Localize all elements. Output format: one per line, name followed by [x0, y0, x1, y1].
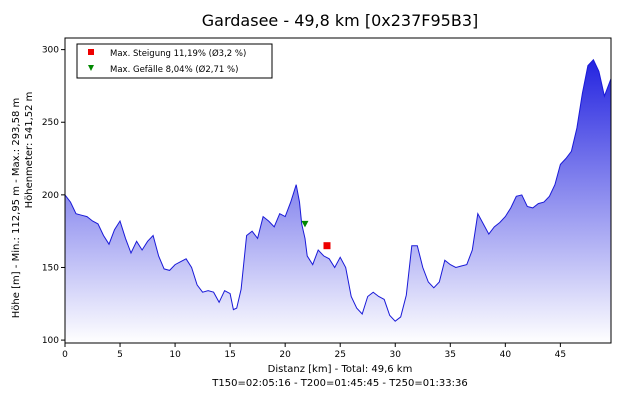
- y-tick-label: 250: [42, 118, 59, 128]
- legend-square-icon: [88, 49, 94, 55]
- x-tick-label: 10: [169, 350, 181, 360]
- legend: Max. Steigung 11,19% (Ø3,2 %) Max. Gefäl…: [76, 43, 273, 79]
- elevation-area: [65, 59, 611, 344]
- timing-subtitle: T150=02:05:16 - T200=01:45:45 - T250=01:…: [211, 378, 467, 389]
- x-tick-label: 5: [117, 350, 123, 360]
- x-tick-label: 20: [279, 350, 291, 360]
- x-tick-label: 15: [224, 350, 235, 360]
- legend-box: [76, 43, 273, 79]
- y-tick-label: 100: [42, 336, 59, 346]
- legend-item-max-climb: Max. Steigung 11,19% (Ø3,2 %): [110, 48, 246, 59]
- x-tick-label: 35: [445, 350, 456, 360]
- x-tick-label: 45: [555, 350, 566, 360]
- y-tick-label: 200: [42, 191, 59, 201]
- y-tick-label: 150: [42, 263, 59, 273]
- chart-title: Gardasee - 49,8 km [0x237F95B3]: [202, 11, 478, 30]
- y-axis-label-line1: Höhe [m] - Min.: 112,95 m - Max.: 293,58…: [11, 98, 22, 318]
- x-tick-label: 30: [390, 350, 402, 360]
- legend-item-max-descent: Max. Gefälle 8,04% (Ø2,71 %): [110, 64, 238, 75]
- max-descent-marker: [301, 220, 309, 228]
- x-axis-label: Distanz [km] - Total: 49,6 km: [268, 364, 413, 375]
- x-tick-label: 40: [500, 350, 512, 360]
- plot-frame: [64, 37, 612, 344]
- x-tick-label: 25: [334, 350, 345, 360]
- axis-ticks: 0 5 10 15 20 25 30 35 40 45 100 150 200 250 300: [42, 46, 566, 360]
- plot-area: 0 5 10 15 20 25 30 35 40 45 100 150 200 250 300: [42, 37, 612, 360]
- y-tick-label: 300: [42, 46, 59, 56]
- elevation-line: [64, 58, 612, 322]
- max-climb-marker: [323, 242, 331, 250]
- legend-triangle-icon: [88, 65, 94, 71]
- x-tick-label: 0: [62, 350, 68, 360]
- y-axis-label-line2: Höhenmeter: 541,52 m: [24, 92, 35, 209]
- markers: [301, 220, 331, 250]
